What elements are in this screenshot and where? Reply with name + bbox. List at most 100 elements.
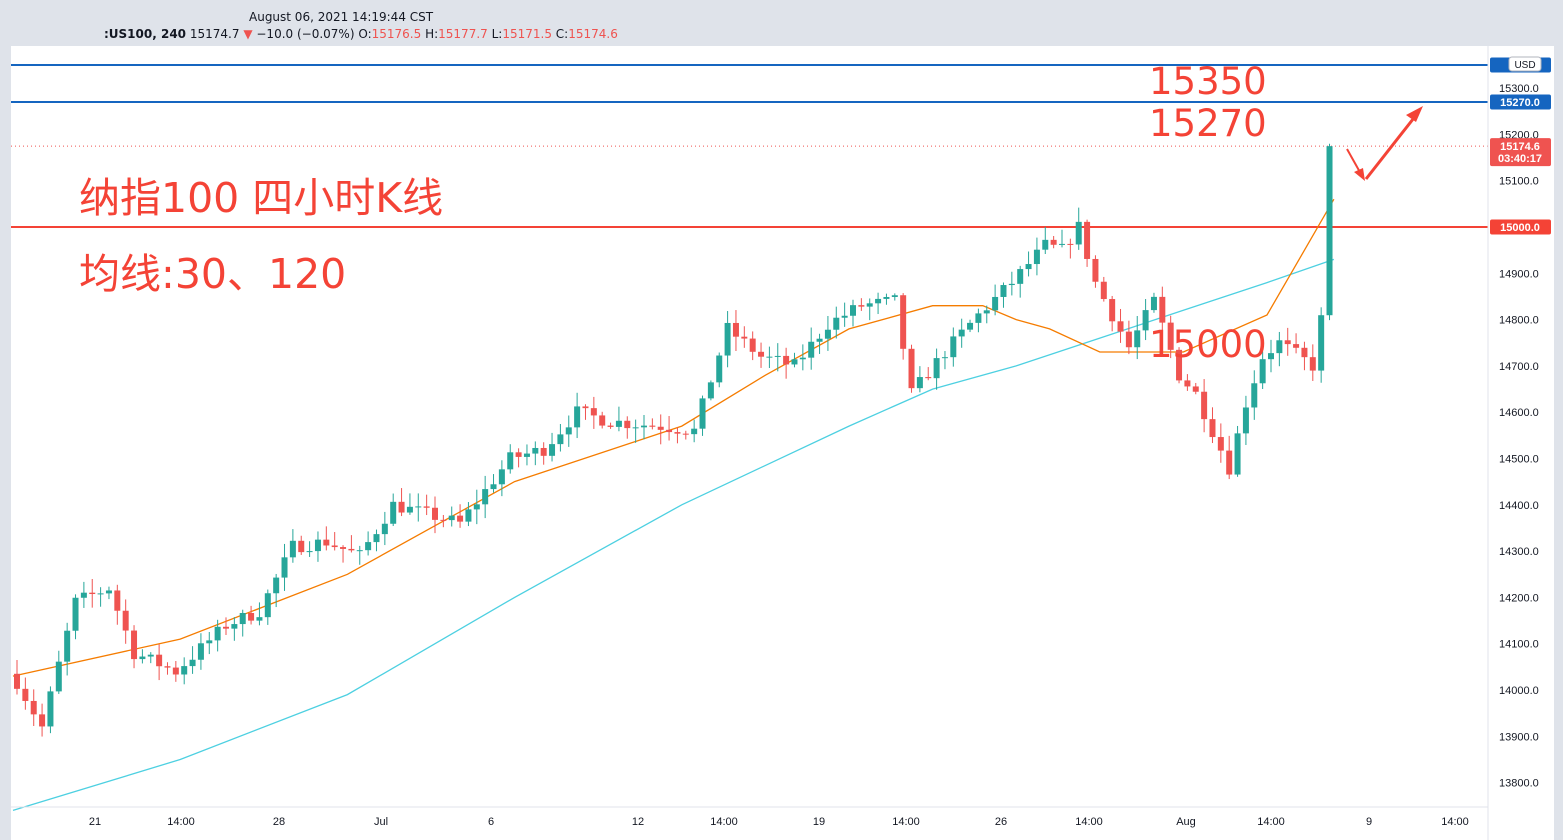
candle-body [97, 593, 104, 595]
chart-panel[interactable]: 13800.0 13900.0 14000.0 14100.0 14200.0 14300… [11, 46, 1554, 840]
candle-body [657, 426, 664, 430]
candle-body [732, 322, 739, 337]
candle-body [340, 547, 347, 549]
x-tick-label: 14:00 [167, 816, 195, 828]
candle-body [1268, 353, 1274, 360]
chart-svg[interactable]: 13800.0 13900.0 14000.0 14100.0 14200.0 14300… [11, 46, 1554, 840]
badge-current-bg [1490, 138, 1551, 167]
x-tick-label: 6 [488, 816, 494, 828]
y-tick-label: 14800.0 [1499, 315, 1539, 327]
candle-body [925, 377, 932, 379]
candle-body [707, 382, 714, 399]
candle-body [716, 355, 723, 383]
candle-body [908, 348, 915, 389]
ohlc-legend: :US100, 240 15174.7 ▼ −10.0 (−0.07%) O:1… [104, 27, 618, 41]
candle-body [875, 298, 882, 304]
candle-body [741, 336, 748, 339]
candle-body [22, 688, 29, 701]
annotation-up-arrow-shaft [1364, 113, 1419, 180]
candle-body [432, 507, 438, 520]
candle-body [423, 506, 430, 508]
candle-body [264, 593, 271, 618]
candle-body [1134, 330, 1141, 348]
candle-body [649, 425, 656, 427]
candle-body [314, 539, 321, 552]
y-tick-label: 15300.0 [1499, 83, 1539, 95]
candle-body [356, 550, 363, 552]
y-tick-label: 14300.0 [1499, 546, 1539, 558]
open-label: O: [358, 27, 372, 41]
candle-body [1176, 349, 1183, 381]
open-value: 15176.5 [371, 27, 422, 41]
candle-body [1201, 391, 1208, 420]
x-tick-label: 14:00 [1441, 816, 1469, 828]
candle-body [850, 305, 856, 316]
candle-body [1167, 322, 1174, 350]
candle-body [641, 425, 647, 428]
x-tick-label: Aug [1176, 816, 1196, 828]
candle-body [941, 357, 948, 359]
candle-body [306, 551, 313, 553]
candle-body [448, 515, 455, 521]
candle-body [1000, 285, 1007, 297]
candle-body [1301, 347, 1308, 358]
ma120-line [12, 258, 1335, 812]
x-tick-label: 12 [632, 816, 644, 828]
price-change: −10.0 (−0.07%) [256, 27, 355, 41]
down-triangle-icon: ▼ [243, 27, 253, 41]
close-value: 15174.6 [568, 27, 618, 41]
candle-body [1293, 344, 1300, 348]
x-tick-label: 21 [89, 816, 101, 828]
candle-body [131, 630, 138, 660]
badge-current-text: 15174.6 [1500, 141, 1540, 153]
candle-body [883, 296, 890, 299]
badge-current-text: 03:40:17 [1498, 153, 1542, 165]
candle-body [958, 329, 965, 337]
candle-body [14, 673, 20, 689]
candle-body [1251, 383, 1258, 408]
candle-body [206, 640, 213, 644]
candle-body [415, 506, 422, 508]
candle-body [549, 444, 556, 456]
candle-body [398, 501, 405, 513]
symbol-label[interactable]: :US100, 240 [104, 27, 187, 41]
candle-body [1326, 146, 1333, 316]
annotation-up-arrow-head [1406, 106, 1423, 122]
candle-body [64, 630, 71, 662]
candle-body [1050, 239, 1057, 245]
candle-body [1217, 437, 1224, 451]
candle-body [632, 427, 639, 429]
candle-body [992, 296, 999, 311]
candle-body [406, 506, 413, 513]
candle-body [674, 432, 681, 434]
candle-body [1242, 407, 1249, 434]
candle-body [1025, 264, 1032, 270]
candle-body [1159, 296, 1166, 323]
y-tick-label: 14100.0 [1499, 639, 1539, 651]
y-tick-label: 14900.0 [1499, 268, 1539, 280]
last-price: 15174.7 [189, 27, 240, 41]
candle-body [532, 447, 539, 454]
candle-body [323, 539, 330, 546]
candle-body [758, 351, 765, 357]
x-tick-label: 9 [1366, 816, 1372, 828]
candle-body [348, 548, 355, 551]
candle-body [1033, 249, 1040, 265]
candle-body [1192, 386, 1199, 392]
candle-body [373, 534, 380, 543]
candle-body [72, 597, 79, 631]
candle-body [473, 504, 480, 510]
y-tick-label: 14000.0 [1499, 685, 1539, 697]
annotation-support-15000: 15000 [1149, 323, 1267, 366]
currency-button[interactable]: USD [1514, 60, 1535, 71]
x-tick-label: 14:00 [892, 816, 920, 828]
candle-body [1084, 221, 1091, 259]
chart-datetime: August 06, 2021 14:19:44 CST [249, 10, 434, 24]
badge-support-bg [1490, 219, 1551, 235]
candle-body [1309, 357, 1316, 371]
candle-body [164, 666, 171, 668]
candle-body [1008, 283, 1015, 286]
candle-body [231, 624, 238, 629]
candle-body [1184, 380, 1191, 387]
candle-body [281, 557, 288, 578]
